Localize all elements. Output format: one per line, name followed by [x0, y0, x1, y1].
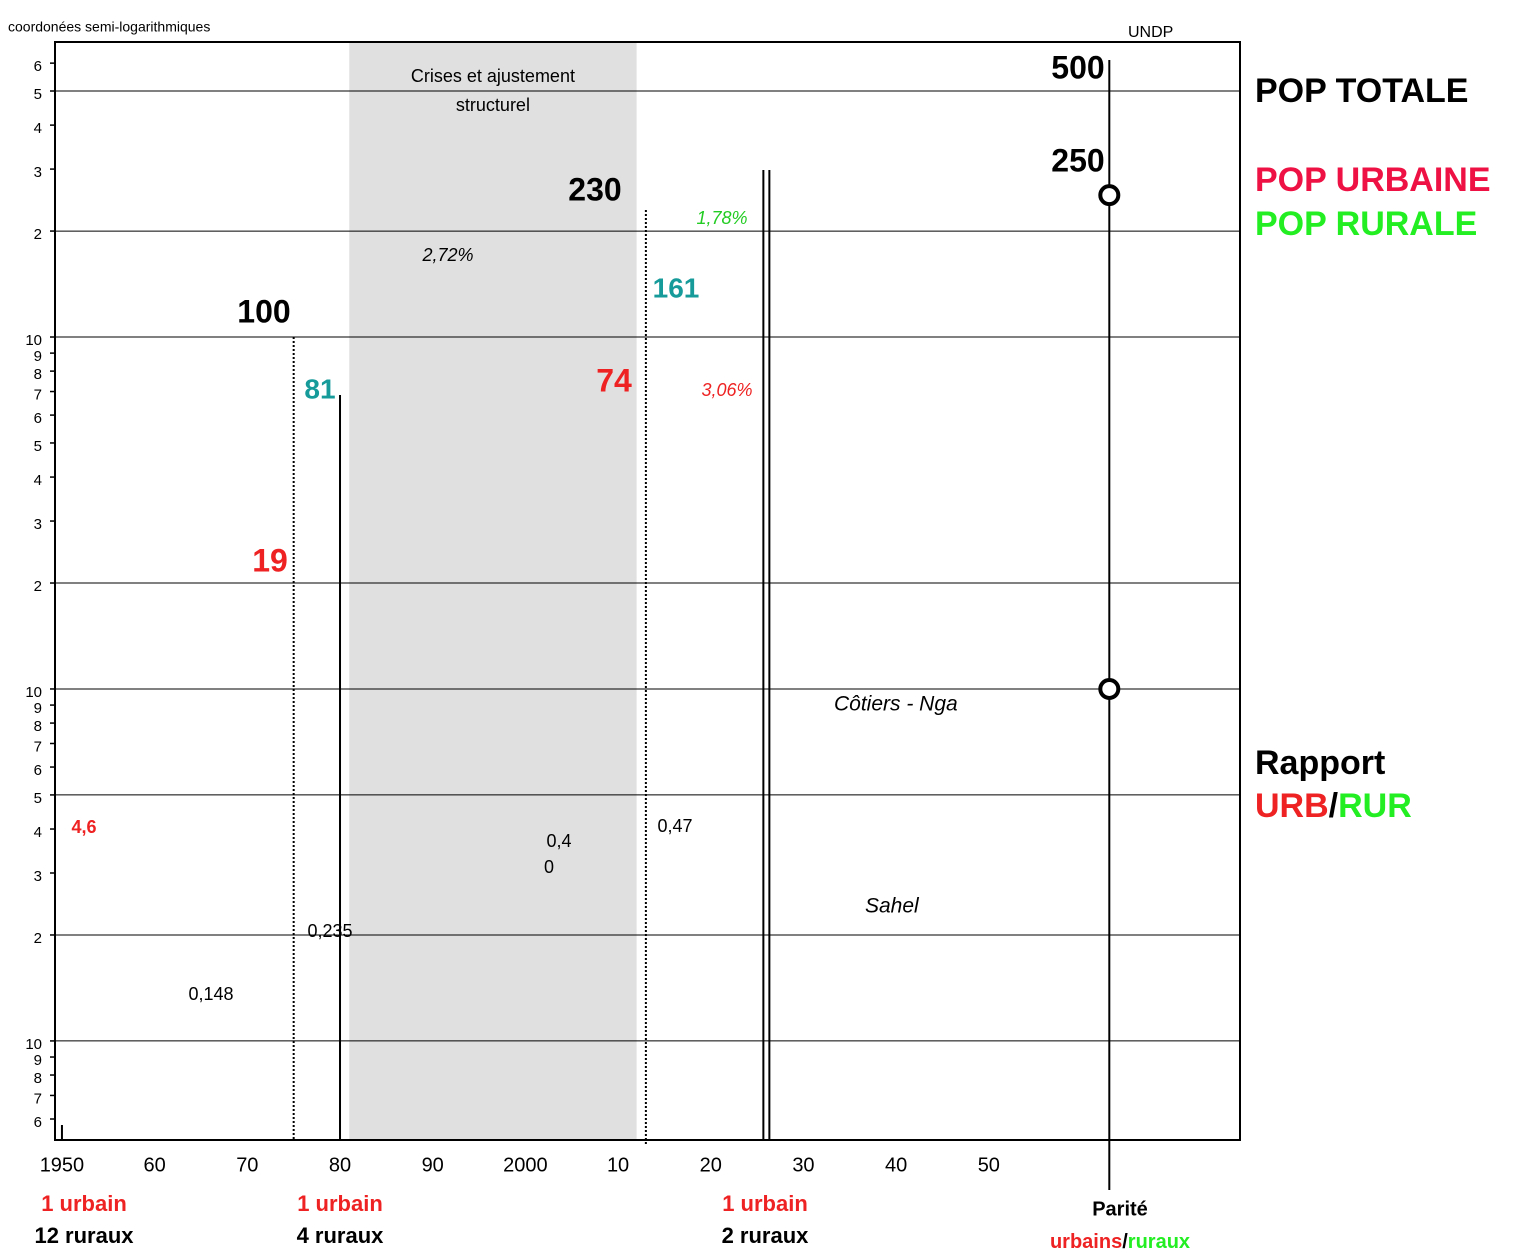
- y-tick-label: 6: [34, 58, 42, 75]
- y-tick-label: 8: [34, 366, 42, 383]
- x-tick-label: 50: [978, 1154, 1000, 1176]
- x-tick-label: 80: [329, 1154, 351, 1176]
- bottom-label-bottom: 2 ruraux: [722, 1223, 810, 1248]
- bottom-label-top: 1 urbain: [722, 1191, 808, 1216]
- x-tick-label: 2000: [503, 1154, 548, 1176]
- y-tick-label: 7: [34, 1090, 42, 1107]
- annotation: 1,78%: [696, 208, 747, 228]
- annotation: 500: [1051, 49, 1104, 85]
- y-tick-label: 4: [34, 120, 42, 137]
- series-name: Côtiers - Nga: [834, 693, 958, 716]
- series-name: POP TOTALE: [1255, 72, 1468, 110]
- y-tick-label: 4: [34, 824, 42, 841]
- y-tick-label: 8: [34, 1070, 42, 1087]
- annotation: 4,6: [71, 817, 96, 837]
- y-tick-label: 10: [25, 684, 42, 701]
- y-tick-label: 5: [34, 86, 42, 103]
- x-tick-label: 70: [236, 1154, 258, 1176]
- y-tick-label: 2: [34, 226, 42, 243]
- y-tick-label: 7: [34, 387, 42, 404]
- annotation: 0,235: [307, 921, 352, 941]
- annotation: 0: [544, 857, 554, 877]
- annotation: 0,148: [188, 984, 233, 1004]
- x-tick-label: 20: [700, 1154, 722, 1176]
- y-tick-label: 5: [34, 438, 42, 455]
- y-tick-label: 10: [25, 1036, 42, 1053]
- y-tick-label: 9: [34, 700, 42, 717]
- y-tick-label: 5: [34, 790, 42, 807]
- band-label: structurel: [456, 95, 530, 115]
- y-tick-label: 6: [34, 762, 42, 779]
- annotation: 0,47: [657, 816, 692, 836]
- bottom-label-part: urbains: [1050, 1231, 1122, 1253]
- annotation: 161: [653, 272, 700, 303]
- y-tick-label: 2: [34, 930, 42, 947]
- x-tick-label: 1950: [40, 1154, 85, 1176]
- bottom-label-part: ruraux: [1128, 1231, 1190, 1253]
- bottom-label-bottom: urbains/ruraux: [1050, 1231, 1190, 1253]
- bottom-label-bottom: 4 ruraux: [297, 1223, 385, 1248]
- annotation: 19: [252, 542, 288, 578]
- series-name: Rapport: [1255, 744, 1385, 782]
- bottom-label-top: 1 urbain: [297, 1191, 383, 1216]
- ratio-legend-part: RUR: [1338, 787, 1412, 825]
- y-tick-label: 3: [34, 164, 42, 181]
- bottom-label-top: Parité: [1092, 1198, 1148, 1220]
- annotation: 3,06%: [701, 380, 752, 400]
- series-name: Sahel: [865, 895, 920, 918]
- annotation: 0,4: [546, 831, 571, 851]
- series-name: POP RURALE: [1255, 205, 1477, 243]
- annotation: 81: [304, 373, 335, 404]
- series-name: POP URBAINE: [1255, 161, 1491, 199]
- y-tick-label: 6: [34, 1114, 42, 1131]
- parity-marker: [1098, 677, 1121, 700]
- y-tick-label: 7: [34, 738, 42, 755]
- subtitle: coordonées semi-logarithmiques: [8, 19, 210, 35]
- bottom-label-part: /: [1122, 1231, 1128, 1253]
- x-tick-label: 40: [885, 1154, 907, 1176]
- x-tick-label: 60: [144, 1154, 166, 1176]
- annotation: 250: [1051, 142, 1104, 178]
- shaded-band: [349, 42, 637, 1140]
- ratio-legend-part: URB: [1255, 787, 1329, 825]
- y-tick-label: 9: [34, 1052, 42, 1069]
- annotation: 230: [568, 171, 621, 207]
- x-tick-label: 10: [607, 1154, 629, 1176]
- y-tick-label: 10: [25, 332, 42, 349]
- y-tick-label: 3: [34, 868, 42, 885]
- y-tick-label: 4: [34, 472, 42, 489]
- ratio-legend: URB/RUR: [1255, 787, 1412, 825]
- annotation: 74: [596, 362, 632, 398]
- y-tick-label: 9: [34, 348, 42, 365]
- y-tick-label: 3: [34, 516, 42, 533]
- annotation: 2,72%: [421, 245, 473, 265]
- bottom-label-top: 1 urbain: [41, 1191, 127, 1216]
- ratio-legend-part: /: [1329, 787, 1339, 825]
- parity-marker: [1098, 184, 1121, 207]
- bottom-label-bottom: 12 ruraux: [34, 1223, 134, 1248]
- annotation: 100: [237, 293, 290, 329]
- band-label: Crises et ajustement: [411, 66, 575, 86]
- series-name: UNDP: [1128, 24, 1173, 41]
- plot-frame: [54, 41, 1241, 1141]
- x-tick-label: 90: [422, 1154, 444, 1176]
- y-tick-label: 2: [34, 578, 42, 595]
- y-tick-label: 6: [34, 410, 42, 427]
- x-tick-label: 30: [792, 1154, 814, 1176]
- y-tick-label: 8: [34, 718, 42, 735]
